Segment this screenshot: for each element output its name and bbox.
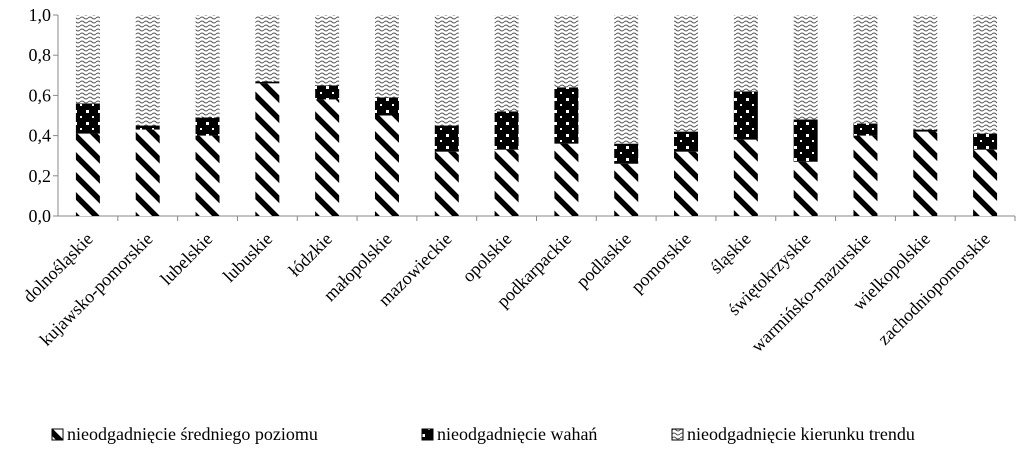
legend-swatch [671,428,684,441]
bar-segment-wahania [374,97,399,116]
legend-swatch [51,428,64,441]
bar-segment-wahania [75,103,100,134]
y-tick-label: 0,2 [29,166,52,186]
bar-segment-kierunek-trendu [75,15,100,104]
bar-segment-wahania [614,143,639,164]
bar-segment-wahania [913,129,938,132]
x-tick-label: pomorskie [627,229,695,297]
bar-segment-srednii-poziom [195,135,220,216]
bar-segment-wahania [434,125,459,152]
bar-segment-srednii-poziom [75,133,100,216]
bar-segment-wahania [973,133,998,150]
bar-segment-kierunek-trendu [973,15,998,134]
bar-segment-srednii-poziom [554,143,579,216]
bar-segment-kierunek-trendu [793,15,818,120]
legend-item-wahania: nieodgadnięcie wahań [421,424,597,444]
x-tick-label: zachodniopomorskie [874,229,994,349]
bar-segment-srednii-poziom [674,151,699,216]
bar-segment-srednii-poziom [973,149,998,216]
bar-segment-kierunek-trendu [195,15,220,118]
legend-label: nieodgadnięcie wahań [437,424,597,444]
bar-segment-srednii-poziom [255,83,280,216]
x-tick-label: łódzkie [284,229,336,281]
y-tick-label: 0,4 [29,126,52,146]
bar-segment-wahania [195,117,220,136]
bar-segment-kierunek-trendu [614,15,639,144]
y-tick-label: 0,8 [29,45,52,65]
y-tick-label: 0,0 [29,206,52,226]
bar-segment-srednii-poziom [614,163,639,216]
bar-segment-kierunek-trendu [374,15,399,98]
bar-segment-kierunek-trendu [255,15,280,82]
bar-segment-wahania [733,91,758,140]
bar-segment-wahania [255,81,280,84]
bar-segment-srednii-poziom [913,131,938,216]
bar-segment-srednii-poziom [374,115,399,216]
bar-segment-kierunek-trendu [674,15,699,132]
legend-label: nieodgadnięcie średniego poziomu [67,424,318,444]
bar-segment-kierunek-trendu [434,15,459,126]
bar-segment-wahania [554,87,579,144]
x-tick-label: kujawsko-pomorskie [36,229,157,350]
bar-segment-srednii-poziom [733,139,758,216]
bar-segment-wahania [853,123,878,136]
bar-segment-kierunek-trendu [913,15,938,130]
x-tick-label: lubuskie [219,229,276,286]
bar-segment-srednii-poziom [793,161,818,216]
x-tick-label: podlaskie [572,229,635,292]
y-tick-label: 0,6 [29,85,52,105]
bar-segment-srednii-poziom [315,99,340,216]
x-tick-label: opolskie [458,229,515,286]
x-tick-label: lubelskie [156,229,216,289]
legend-item-srednii-poziom: nieodgadnięcie średniego poziomu [51,424,318,444]
bar-segment-srednii-poziom [135,129,160,216]
bar-segment-kierunek-trendu [315,15,340,86]
bar-segment-kierunek-trendu [135,15,160,126]
bar-segment-kierunek-trendu [554,15,579,88]
bar-segment-srednii-poziom [494,149,519,216]
bar-segment-wahania [135,125,160,130]
bar-segment-kierunek-trendu [494,15,519,112]
legend-swatch [421,428,434,441]
bar-segment-srednii-poziom [434,151,459,216]
bar-segment-kierunek-trendu [853,15,878,124]
legend-item-kierunek-trendu: nieodgadnięcie kierunku trendu [671,424,915,444]
bar-segment-wahania [494,111,519,150]
bar-segment-kierunek-trendu [733,15,758,92]
legend-label: nieodgadnięcie kierunku trendu [687,424,915,444]
x-tick-label: śląskie [706,229,755,278]
bar-segment-srednii-poziom [853,135,878,216]
bar-segment-wahania [793,119,818,162]
bar-segment-wahania [674,131,699,152]
y-tick-label: 1,0 [29,5,52,25]
bar-segment-wahania [315,85,340,100]
